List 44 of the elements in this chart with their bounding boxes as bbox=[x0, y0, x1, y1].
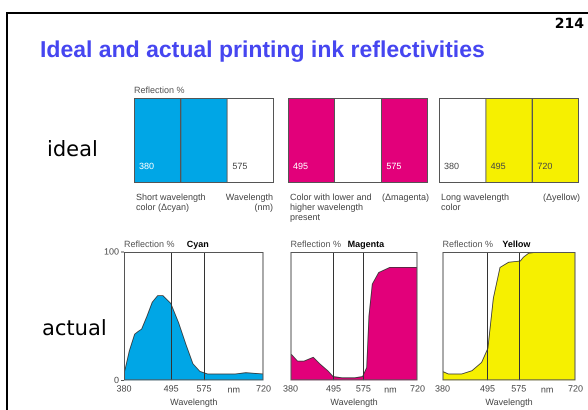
text: (Δyellow) bbox=[542, 192, 580, 202]
text: Short wavelength color (Δcyan) bbox=[136, 192, 207, 212]
chart-title: Ideal and actual printing ink reflectivities bbox=[40, 36, 485, 63]
x-tick-label: 575 bbox=[386, 160, 402, 171]
x-tick-label: 380 bbox=[116, 383, 132, 394]
x-tick-label: 575 bbox=[232, 160, 248, 171]
text: (Δmagenta) bbox=[382, 192, 429, 202]
text: nm bbox=[384, 384, 397, 394]
x-tick-label: 720 bbox=[568, 383, 584, 394]
x-tick-label: 495 bbox=[480, 383, 496, 394]
text: nm bbox=[540, 384, 554, 394]
chart-title: Cyan bbox=[186, 238, 209, 249]
text: nm bbox=[227, 384, 240, 394]
y-axis-title: Reflection % bbox=[134, 84, 185, 95]
x-tick-label: 380 bbox=[434, 383, 450, 394]
x-tick-label: 575 bbox=[356, 383, 371, 394]
chart-title: Magenta bbox=[348, 238, 386, 249]
x-axis-title: Wavelength bbox=[170, 397, 218, 408]
x-tick-label: 495 bbox=[164, 383, 179, 394]
y-tick-label: 100 bbox=[104, 246, 119, 256]
text: actual bbox=[42, 316, 107, 340]
x-tick-label: 380 bbox=[139, 160, 154, 171]
x-axis-title: Wavelength bbox=[485, 397, 533, 408]
x-axis-title: Wavelength (nm) bbox=[224, 192, 273, 212]
x-tick-label: 495 bbox=[490, 160, 506, 171]
x-axis-title: Wavelength bbox=[330, 397, 378, 408]
x-tick-label: 575 bbox=[196, 383, 212, 394]
text: Color with lower and higher wavelength present bbox=[290, 192, 373, 222]
y-tick-label: 0 bbox=[114, 374, 119, 385]
y-axis-title: Reflection % bbox=[442, 238, 494, 249]
x-tick-label: 720 bbox=[410, 383, 426, 394]
y-axis-title: Reflection % bbox=[124, 238, 175, 249]
x-tick-label: 720 bbox=[256, 383, 272, 394]
x-tick-label: 380 bbox=[282, 383, 298, 394]
x-tick-label: 575 bbox=[511, 383, 526, 394]
chart-title: Yellow bbox=[502, 238, 532, 249]
x-tick-label: 380 bbox=[444, 160, 460, 171]
y-axis-title: Reflection % bbox=[290, 238, 342, 249]
x-tick-label: 495 bbox=[326, 383, 341, 394]
x-tick-label: 495 bbox=[293, 160, 308, 171]
x-tick-label: 720 bbox=[537, 160, 552, 171]
text: 214 bbox=[554, 16, 584, 32]
text: Long wavelength color bbox=[441, 192, 510, 212]
text: ideal bbox=[47, 137, 98, 161]
